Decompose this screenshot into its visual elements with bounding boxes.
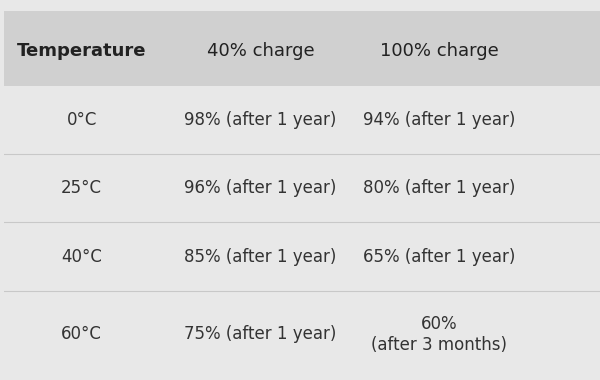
Text: 75% (after 1 year): 75% (after 1 year) — [184, 325, 337, 344]
Text: 25°C: 25°C — [61, 179, 102, 197]
Text: 40% charge: 40% charge — [206, 42, 314, 60]
Text: 60°C: 60°C — [61, 325, 102, 344]
Text: 80% (after 1 year): 80% (after 1 year) — [363, 179, 515, 197]
Text: 60%
(after 3 months): 60% (after 3 months) — [371, 315, 507, 354]
Text: 98% (after 1 year): 98% (after 1 year) — [184, 111, 337, 129]
Text: Temperature: Temperature — [17, 42, 146, 60]
Text: 65% (after 1 year): 65% (after 1 year) — [363, 247, 515, 266]
Text: 40°C: 40°C — [61, 247, 102, 266]
Text: 96% (after 1 year): 96% (after 1 year) — [184, 179, 337, 197]
Text: 0°C: 0°C — [67, 111, 97, 129]
Text: 94% (after 1 year): 94% (after 1 year) — [363, 111, 515, 129]
FancyBboxPatch shape — [4, 11, 600, 86]
Text: 100% charge: 100% charge — [380, 42, 499, 60]
Text: 85% (after 1 year): 85% (after 1 year) — [184, 247, 337, 266]
